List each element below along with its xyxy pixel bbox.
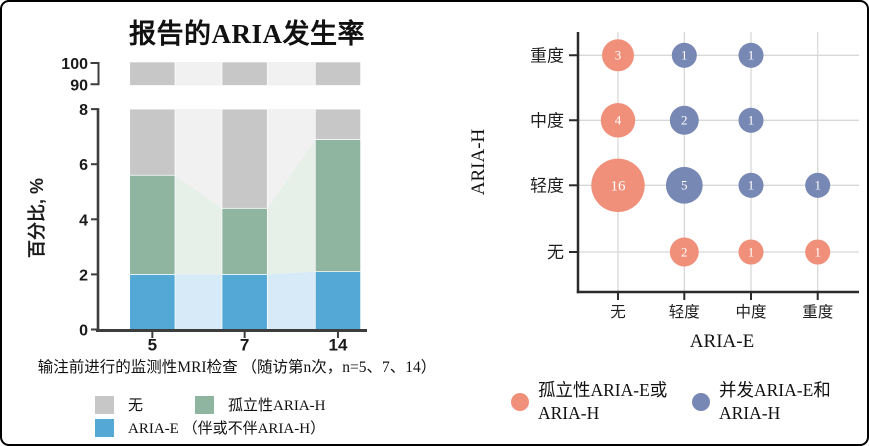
y-axis-break-bracket [90, 62, 100, 86]
left-chart-title: 报告的ARIA发生率 [128, 19, 365, 49]
bubble-concurrent [738, 172, 764, 198]
x-tick-label: 5 [148, 336, 157, 355]
bar-segment-none [314, 108, 361, 140]
bar-segment-isolated-aria-h [314, 139, 361, 272]
legend-swatch [95, 395, 114, 414]
left-x-axis-label: 输注前进行的监测性MRI检查 （随访第n次，n=5、7、14） [37, 359, 437, 376]
bar-segment-aria-e [314, 271, 361, 330]
legend-dot [692, 393, 710, 411]
x-tick-label: 14 [328, 336, 347, 355]
legend-label: ARIA-E （伴或不伴ARIA-H） [128, 421, 326, 437]
bubble-value-label: 5 [681, 178, 688, 193]
connector-band-isolated-aria-h [267, 139, 316, 275]
bar-segment-aria-e [129, 274, 176, 330]
right-y-axis-label: ARIA-H [468, 128, 489, 196]
bubble-value-label: 1 [814, 244, 821, 259]
bar-segment-none [129, 108, 176, 176]
y-tick-label-100: 100 [61, 56, 88, 73]
bubble-value-label: 1 [748, 48, 755, 63]
bubble-value-label: 2 [681, 244, 688, 259]
legend-label: 并发ARIA-E和 ARIA-H [719, 380, 831, 423]
y-tick-label: 6 [79, 157, 88, 174]
y-tick-label: 0 [79, 323, 88, 340]
legend-item: 无 [95, 394, 143, 415]
y-tick-label-90: 90 [70, 77, 88, 94]
bubble-isolated [669, 237, 699, 267]
bubble-concurrent [665, 166, 703, 204]
bubble-isolated [738, 239, 764, 265]
legend-swatch [195, 395, 214, 414]
x-category-label: 无 [610, 304, 626, 321]
bubble-concurrent [738, 107, 764, 133]
connector-band-none [175, 109, 222, 209]
bubble-value-label: 2 [681, 113, 688, 128]
y-category-label: 无 [547, 243, 564, 262]
x-tick-label: 7 [240, 336, 249, 355]
bubble-isolated [805, 239, 831, 265]
bar-segment-none [221, 108, 268, 209]
x-category-label: 重度 [802, 303, 833, 321]
bubble-value-label: 3 [615, 48, 622, 63]
y-category-label: 重度 [530, 46, 564, 65]
legend-item: 孤立性ARIA-H [195, 394, 326, 415]
bubble-isolated [600, 103, 636, 138]
legend-swatch [95, 418, 114, 437]
y-tick-label: 4 [79, 212, 88, 229]
connector-band-aria-e [175, 274, 222, 330]
connector-band-none-upper [267, 62, 316, 86]
bubble-value-label: 1 [748, 178, 755, 193]
y-category-label: 中度 [530, 111, 564, 130]
legend-label: 无 [128, 398, 144, 414]
y-tick-label: 8 [79, 102, 88, 119]
legend-dot [511, 393, 529, 411]
bubble-value-label: 16 [611, 178, 627, 194]
bar-segment-none-upper [314, 61, 361, 86]
x-category-label: 轻度 [669, 303, 700, 321]
bubble-value-label: 1 [814, 178, 821, 193]
bubble-concurrent [738, 42, 764, 68]
bar-segment-none-upper [221, 61, 268, 86]
bubble-concurrent [805, 172, 831, 198]
bar-segment-isolated-aria-h [129, 174, 176, 275]
y-category-label: 轻度 [530, 176, 564, 195]
legend-item: ARIA-E （伴或不伴ARIA-H） [95, 417, 325, 438]
legend-label: 孤立性ARIA-H [228, 398, 326, 414]
bubble-value-label: 1 [748, 244, 755, 259]
legend-label: 孤立性ARIA-E或 ARIA-H [538, 380, 668, 423]
bubble-isolated [602, 39, 634, 72]
bubble-value-label: 4 [615, 113, 622, 128]
bubble-concurrent [669, 105, 699, 135]
x-category-label: 中度 [735, 303, 766, 321]
bar-segment-none-upper [129, 61, 176, 86]
bubble-value-label: 1 [681, 48, 688, 63]
connector-band-aria-e [267, 271, 316, 330]
legend-item: 并发ARIA-E和 ARIA-H [692, 379, 831, 425]
y-tick-label: 2 [79, 267, 88, 284]
bar-segment-aria-e [221, 274, 268, 330]
bubble-isolated [591, 158, 645, 213]
bar-segment-isolated-aria-h [221, 207, 268, 275]
connector-band-none [267, 109, 316, 209]
right-x-axis-label: ARIA-E [689, 331, 755, 352]
bubble-concurrent [671, 42, 697, 68]
connector-band-none-upper [175, 62, 222, 86]
legend-item: 孤立性ARIA-E或 ARIA-H [511, 379, 667, 425]
bubble-value-label: 1 [748, 113, 755, 128]
